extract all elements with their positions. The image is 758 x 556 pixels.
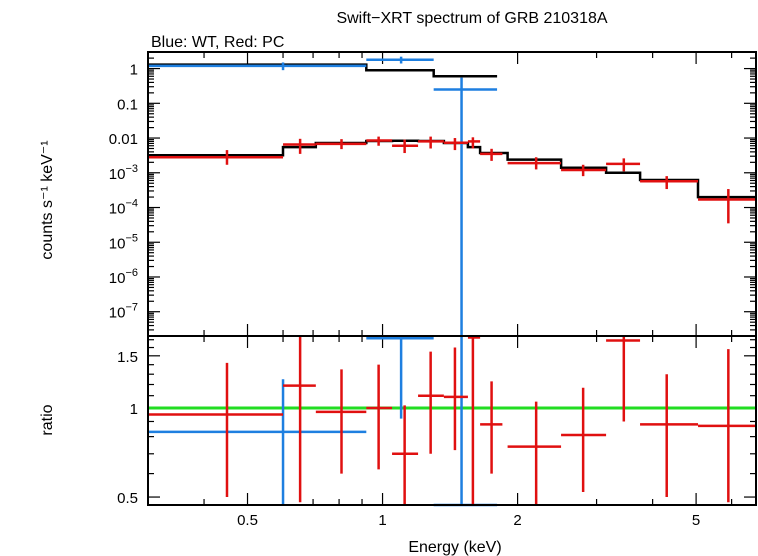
y-tick-label: 0.01 [109,131,138,148]
pc-data-point [606,336,641,422]
pc-data-point [606,158,641,172]
y-tick-label: 0.5 [117,490,138,507]
pc-data-point [418,136,444,149]
spectrum-ylabel: counts s⁻¹ keV⁻¹ [39,140,56,259]
pc-data-point [467,137,481,149]
wt-data-point [148,379,367,505]
y-tick-label: 10−4 [109,198,138,218]
wt-data-point [366,336,434,419]
panel-frame [147,51,757,337]
pc-data-point [640,374,699,498]
wt-data-point [148,62,367,71]
pc-data-point [315,139,367,150]
pc-data-point [283,138,316,154]
pc-data-point [148,362,284,498]
y-tick-label: 10−6 [109,267,138,287]
x-tick-label: 5 [692,512,700,529]
x-tick-label: 0.5 [237,512,258,529]
pc-data-point [283,336,316,503]
pc-data-point [507,401,562,505]
pc-data-point [480,381,503,474]
ratio-panel: 0.5 1 2 5 0.5 1 1.5 [117,335,757,529]
pc-data-point [640,176,699,190]
pc-data-point [418,351,444,454]
pc-data-point [467,336,481,505]
pc-data-point [480,148,503,161]
pc-data-point [698,189,756,224]
pc-data-point [392,405,419,505]
spectrum-panel: 1 0.1 0.01 10−3 10−4 10−5 10−6 10−7 [109,51,757,337]
pc-data-point [561,387,607,493]
pc-data-point [366,364,393,470]
wt-data-point [433,77,498,336]
panel-frame [147,335,757,506]
ratio-ylabel: ratio [39,404,56,435]
wt-data-point [366,56,434,64]
pc-data-point [315,369,367,474]
y-tick-label: 1 [130,62,138,79]
y-tick-label: 0.1 [117,96,138,113]
y-tick-label: 10−5 [109,232,138,252]
chart-subtitle: Blue: WT, Red: PC [151,34,284,51]
x-tick-label: 2 [513,512,521,529]
y-tick-label: 10−7 [109,302,138,322]
pc-data-point [561,164,607,177]
pc-data-point [698,349,756,503]
y-tick-label: 1 [130,401,138,418]
pc-data-point [392,139,419,154]
pc-data-point [443,347,468,451]
pc-data-point [148,150,284,165]
pc-model-line [148,139,756,199]
pc-data-point [366,136,393,146]
pc-data-point [507,157,562,170]
x-axis-label: Energy (keV) [408,539,501,556]
x-tick-label: 1 [378,512,386,529]
pc-data-point [443,138,468,151]
chart-title: Swift−XRT spectrum of GRB 210318A [336,10,607,27]
y-tick-label: 1.5 [117,349,138,366]
wt-data-point [433,336,498,507]
y-tick-label: 10−3 [109,163,138,183]
